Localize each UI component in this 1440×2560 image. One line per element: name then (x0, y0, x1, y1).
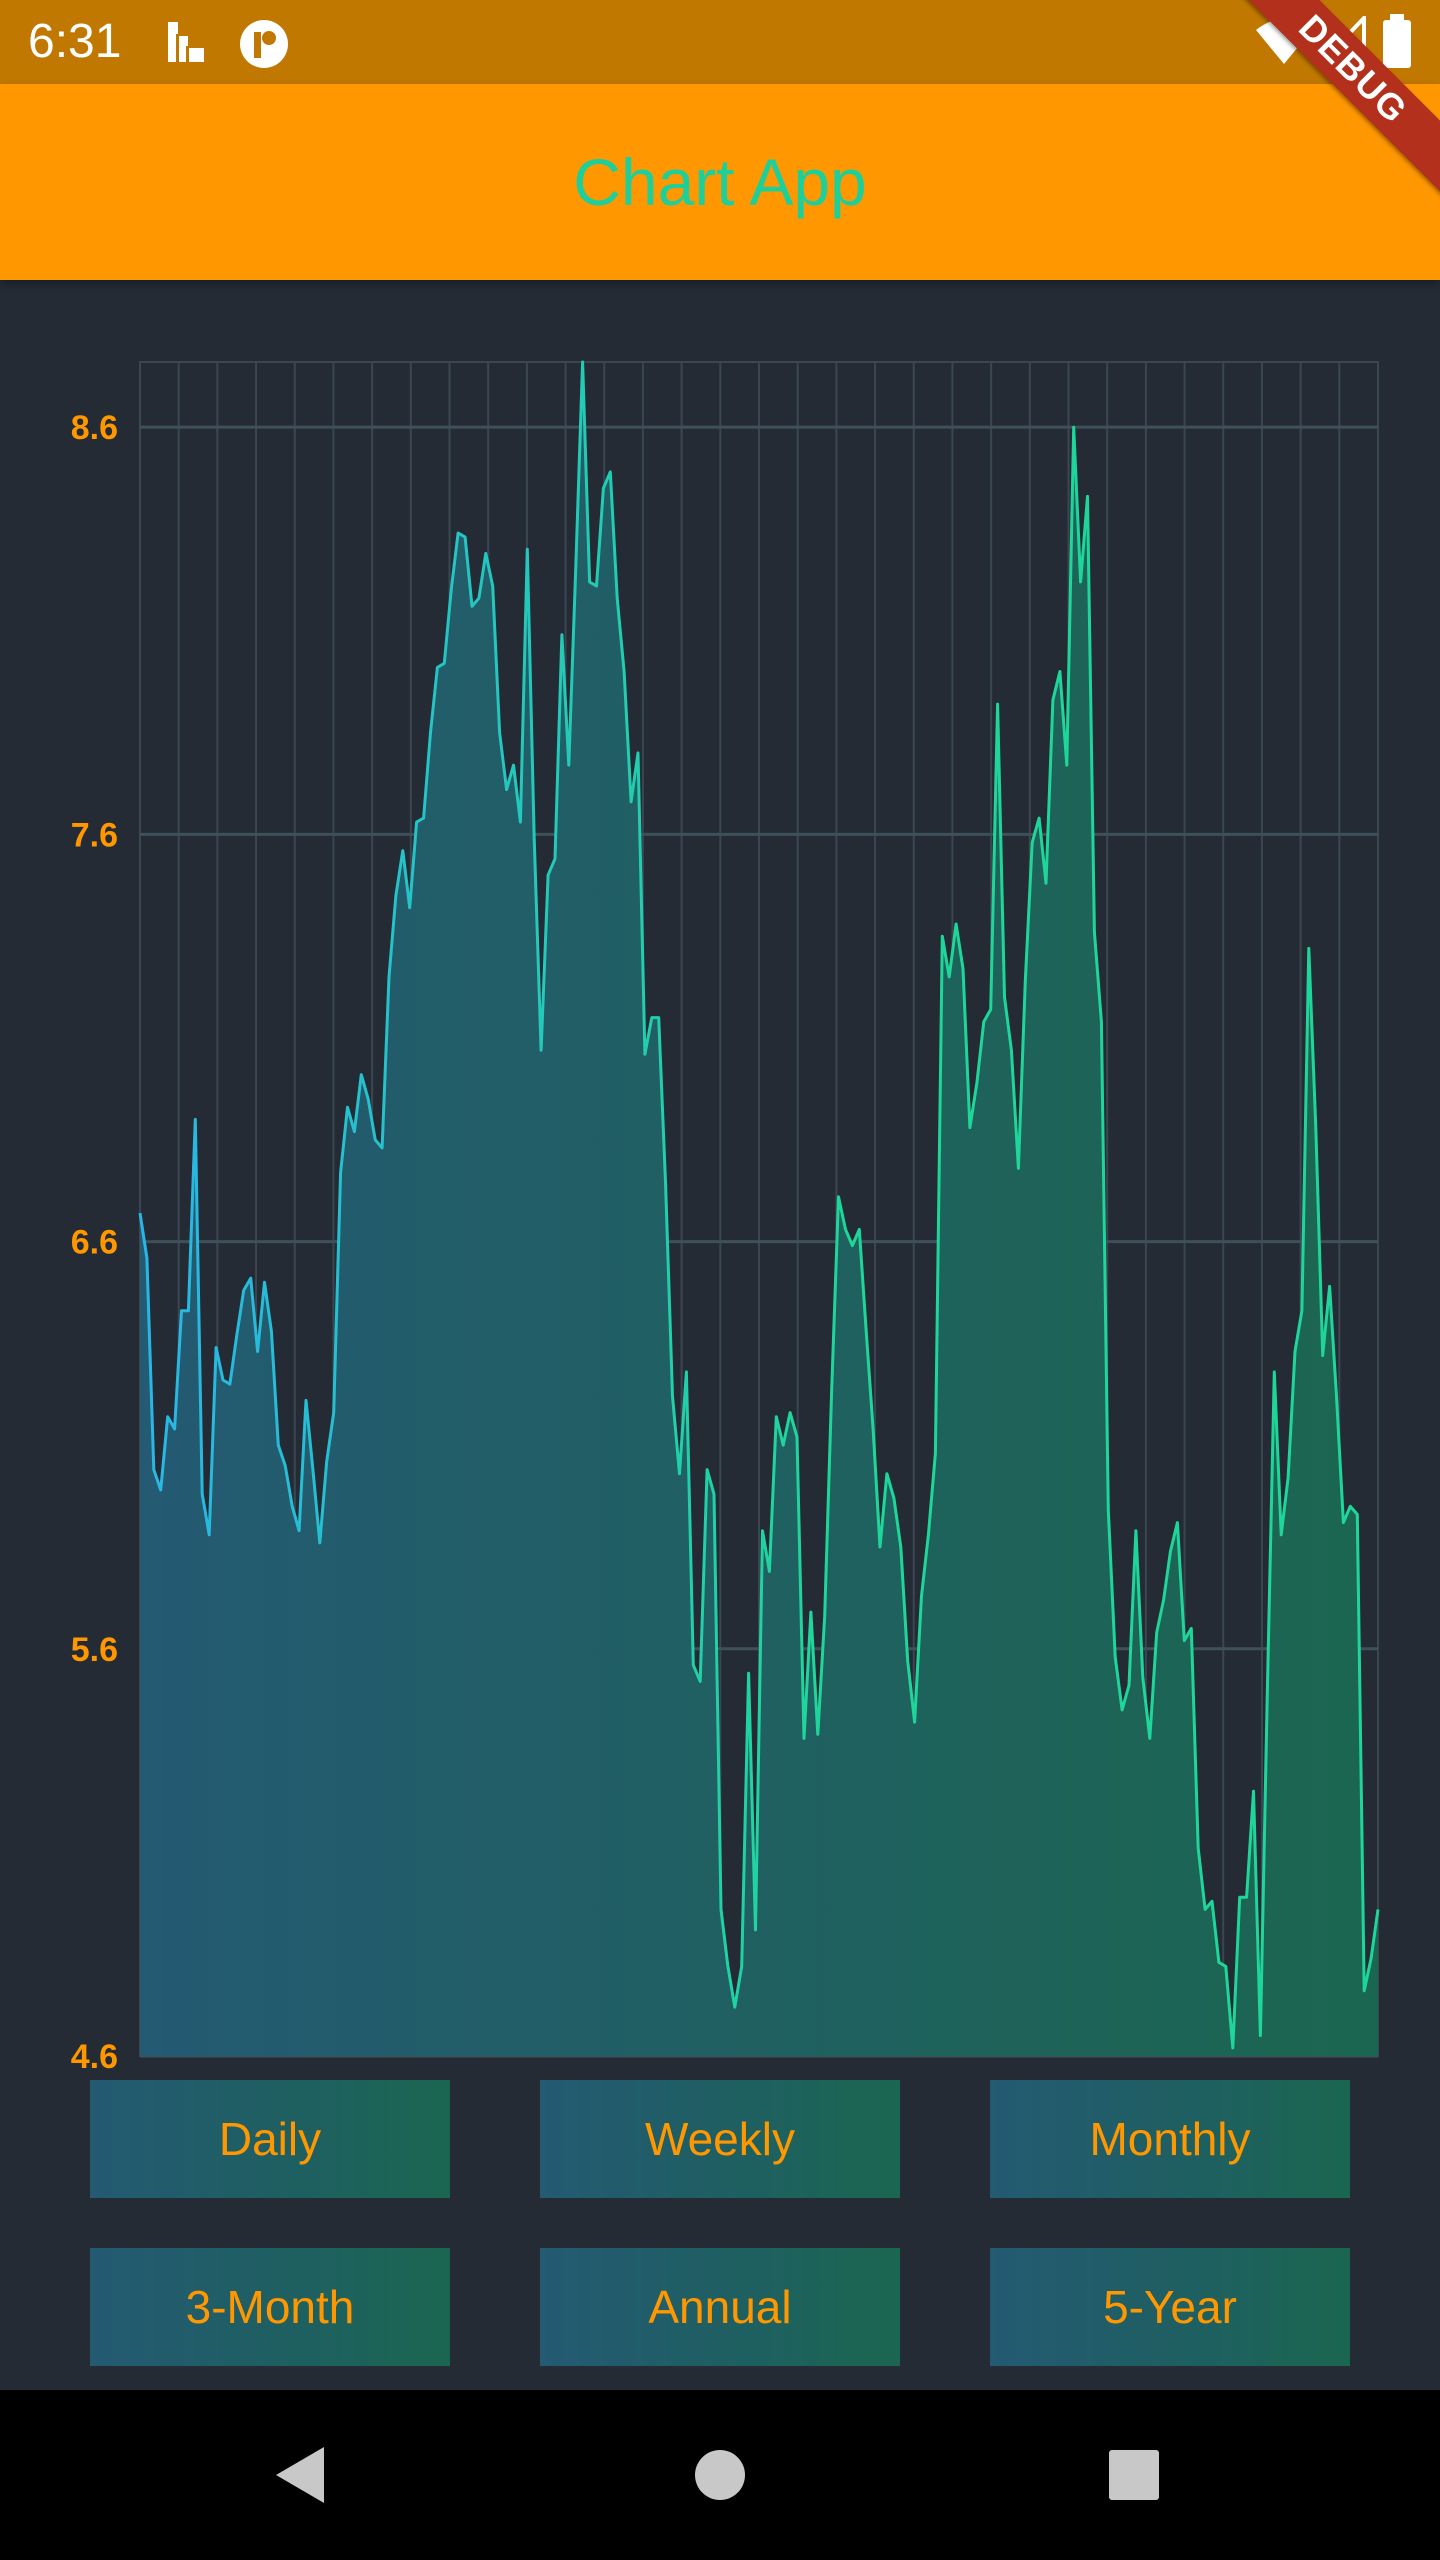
range-buttons: Daily Weekly Monthly 3-Month Annual 5-Ye… (0, 2080, 1440, 2390)
series-line (138, 360, 1380, 2050)
y-axis-labels: 8.6 7.6 6.6 5.6 4.6 (71, 409, 118, 2076)
monthly-button[interactable]: Monthly (990, 2080, 1350, 2198)
y-tick-label: 4.6 (71, 2038, 118, 2076)
weekly-button[interactable]: Weekly (540, 2080, 900, 2198)
annual-button[interactable]: Annual (540, 2248, 900, 2366)
home-icon (695, 2450, 745, 2500)
cellular-signal-icon (1318, 16, 1366, 66)
wifi-icon (1256, 19, 1312, 64)
y-tick-label: 5.6 (71, 1631, 118, 1669)
line-chart: 8.6 7.6 6.6 5.6 4.6 (71, 360, 1380, 2076)
status-time: 6:31 (28, 15, 122, 68)
chart-icon (168, 22, 204, 62)
y-tick-label: 7.6 (71, 816, 118, 854)
three-month-button[interactable]: 3-Month (90, 2248, 450, 2366)
y-tick-label: 8.6 (71, 409, 118, 447)
navigation-bar (0, 2390, 1440, 2560)
app-title: Chart App (573, 145, 867, 219)
recents-icon (1109, 2450, 1159, 2500)
app-bar: Chart App (0, 84, 1440, 280)
y-tick-label: 6.6 (71, 1224, 118, 1262)
daily-button[interactable]: Daily (90, 2080, 450, 2198)
area-fill (140, 362, 1378, 2056)
home-button[interactable] (620, 2390, 820, 2560)
five-year-button[interactable]: 5-Year (990, 2248, 1350, 2366)
back-button[interactable] (200, 2390, 400, 2560)
back-icon (276, 2447, 324, 2503)
recents-button[interactable] (1034, 2390, 1234, 2560)
chart-container: 8.6 7.6 6.6 5.6 4.6 (0, 280, 1440, 2080)
status-bar: 6:31 (0, 0, 1440, 84)
battery-icon (1383, 14, 1411, 68)
app-logo-icon (240, 20, 288, 68)
